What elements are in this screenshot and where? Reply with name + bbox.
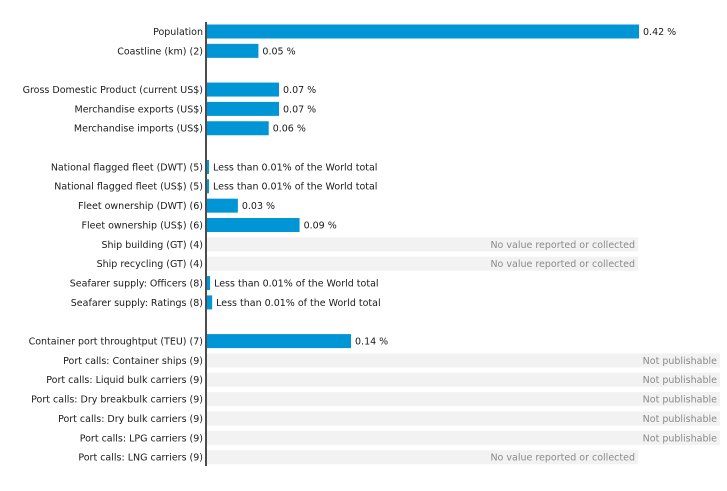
placeholder-band xyxy=(207,256,638,271)
row-note: Not publishable xyxy=(643,433,717,444)
row-label: Gross Domestic Product (current US$) xyxy=(23,85,203,96)
value-label: 0.09 % xyxy=(304,220,337,231)
row-label: Merchandise imports (US$) xyxy=(74,124,203,135)
bar xyxy=(207,82,279,97)
bar xyxy=(207,276,211,291)
bar xyxy=(207,198,238,213)
value-label: Less than 0.01% of the World total xyxy=(214,278,378,289)
placeholder-band xyxy=(207,392,720,407)
value-label: 0.42 % xyxy=(643,27,676,38)
bar xyxy=(207,101,279,116)
row-label: Seafarer supply: Officers (8) xyxy=(70,278,203,289)
value-label: Less than 0.01% of the World total xyxy=(213,162,377,173)
bar xyxy=(207,218,300,232)
value-label: 0.14 % xyxy=(355,337,388,348)
row-label: Seafarer supply: Ratings (8) xyxy=(71,298,203,309)
value-label: Less than 0.01% of the World total xyxy=(213,182,377,193)
row-note: Not publishable xyxy=(643,395,717,406)
value-label: Less than 0.01% of the World total xyxy=(216,298,380,309)
value-label: 0.03 % xyxy=(242,201,275,212)
row-label: National flagged fleet (DWT) (5) xyxy=(51,162,203,173)
row-label: Port calls: Container ships (9) xyxy=(63,356,203,367)
row-note: No value reported or collected xyxy=(490,240,635,251)
row-label: Port calls: Dry breakbulk carriers (9) xyxy=(31,395,203,406)
row-label: Ship recycling (GT) (4) xyxy=(97,259,203,270)
row-note: No value reported or collected xyxy=(490,259,635,270)
placeholder-band xyxy=(207,237,638,252)
row-label: Population xyxy=(153,27,203,38)
row-note: Not publishable xyxy=(643,356,717,367)
row-label: Port calls: LPG carriers (9) xyxy=(80,433,203,444)
bar xyxy=(207,121,269,136)
value-label: 0.06 % xyxy=(273,124,306,135)
row-label: Port calls: Dry bulk carriers (9) xyxy=(58,414,203,425)
bar xyxy=(207,295,213,310)
placeholder-band xyxy=(207,430,720,445)
value-label: 0.05 % xyxy=(262,46,295,57)
row-label: National flagged fleet (US$) (5) xyxy=(54,182,203,193)
row-label: Fleet ownership (DWT) (6) xyxy=(78,201,203,212)
value-label: 0.07 % xyxy=(283,104,316,115)
row-note: No value reported or collected xyxy=(490,453,635,464)
placeholder-band xyxy=(207,411,720,426)
row-label: Merchandise exports (US$) xyxy=(75,104,204,115)
row-label: Coastline (km) (2) xyxy=(117,46,203,57)
bar xyxy=(207,334,351,349)
bar xyxy=(207,179,209,194)
placeholder-band xyxy=(207,353,720,368)
row-label: Container port throughtput (TEU) (7) xyxy=(29,337,203,348)
placeholder-band xyxy=(207,372,720,387)
row-note: Not publishable xyxy=(643,414,717,425)
row-label: Port calls: Liquid bulk carriers (9) xyxy=(46,375,203,386)
placeholder-band xyxy=(207,450,638,465)
row-note: Not publishable xyxy=(643,375,717,386)
row-label: Port calls: LNG carriers (9) xyxy=(78,453,203,464)
row-label: Ship building (GT) (4) xyxy=(101,240,203,251)
bar xyxy=(207,159,209,174)
bar xyxy=(207,24,639,39)
value-label: 0.07 % xyxy=(283,85,316,96)
row-label: Fleet ownership (US$) (6) xyxy=(82,220,203,231)
bar xyxy=(207,43,259,58)
